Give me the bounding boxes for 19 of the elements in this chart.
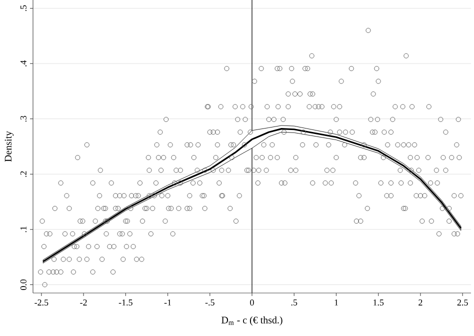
x-tick-label: 1	[334, 300, 338, 306]
x-tick-label: 1.5	[374, 300, 384, 306]
x-tick-label: 0	[250, 300, 254, 306]
x-axis-title: D$_{m}$ - c (€ thsd.)	[222, 316, 282, 326]
y-tick-label: 0.0	[20, 279, 26, 290]
x-tick-label: -2.5	[34, 300, 48, 306]
x-tick-label: -.5	[205, 300, 214, 306]
y-tick-label: .1	[20, 226, 26, 232]
y-axis-title: Density	[4, 131, 14, 162]
y-tick-label: .5	[20, 5, 26, 12]
x-tick-label: 2.5	[457, 300, 468, 306]
x-tick-label: -1.5	[118, 300, 132, 306]
y-tick-label: .4	[20, 60, 26, 66]
x-tick-label: -1	[164, 300, 171, 306]
x-tick-label: .5	[291, 300, 298, 306]
y-tick-label: .2	[20, 171, 26, 177]
x-tick-label: -2	[80, 300, 87, 306]
x-tick-label: 2	[418, 300, 422, 306]
y-tick-label: .3	[20, 116, 26, 122]
